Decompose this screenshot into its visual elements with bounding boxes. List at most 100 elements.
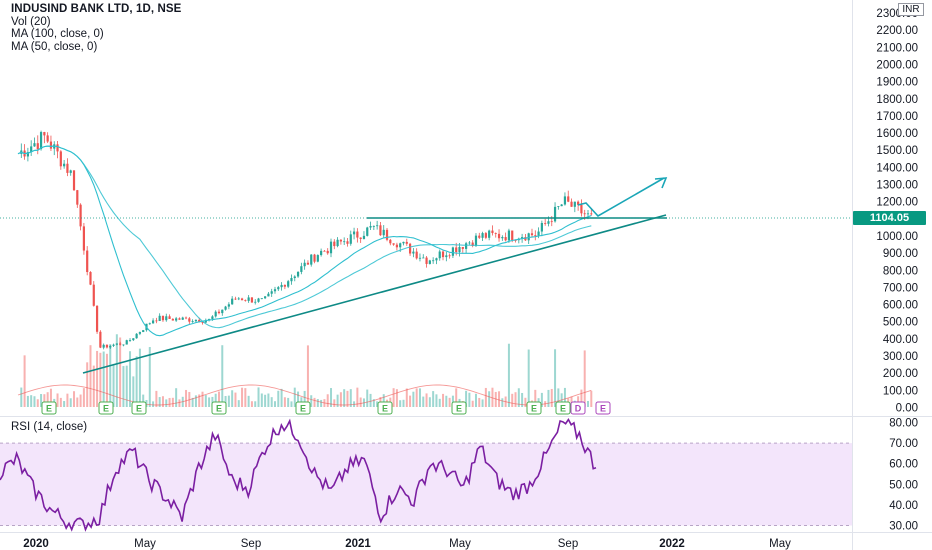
dividend-marker[interactable]: D (570, 401, 586, 415)
candle (339, 239, 342, 242)
volume-bar (412, 391, 415, 407)
earnings-marker[interactable]: E (555, 401, 571, 415)
volume-bar (422, 396, 425, 407)
candle (544, 222, 547, 224)
candle (76, 190, 79, 205)
volume-bar (260, 393, 263, 407)
marker-label: E (103, 404, 109, 414)
volume-bar (415, 388, 418, 407)
volume-bar (326, 394, 329, 407)
earnings-marker[interactable]: E (41, 401, 57, 415)
candle (366, 227, 369, 236)
candle (79, 204, 82, 227)
candle (586, 213, 590, 215)
time-axis-label: May (769, 538, 791, 550)
earnings-marker[interactable]: E (131, 401, 147, 415)
ma50-indicator-label[interactable]: MA (50, close, 0) (11, 40, 98, 53)
candle (418, 257, 422, 259)
volume-bar (554, 349, 557, 407)
earnings-marker[interactable]: E (377, 401, 393, 415)
candle (415, 251, 418, 259)
rsi-tick-label: 70.00 (889, 438, 918, 450)
candle (247, 297, 250, 301)
candle (277, 287, 280, 290)
volume-bar (587, 400, 590, 407)
price-tick-label: 0.00 (896, 403, 918, 415)
candle (557, 206, 560, 207)
candle (534, 235, 537, 236)
volume-bar (349, 389, 352, 407)
candle (333, 241, 336, 247)
price-tick-label: 1500.00 (876, 145, 918, 157)
candle (438, 251, 441, 259)
candle (382, 229, 385, 236)
symbol-title[interactable]: INDUSIND BANK LTD, 1D, NSE (11, 3, 182, 15)
candle (125, 340, 128, 345)
volume-bar (333, 399, 336, 407)
candle (49, 141, 53, 149)
candle (471, 242, 474, 246)
volume-bar (339, 392, 342, 407)
candle (563, 196, 567, 205)
volume-bar (550, 388, 553, 407)
candle (128, 340, 132, 341)
earnings-marker[interactable]: E (451, 401, 467, 415)
volume-bar (330, 388, 333, 407)
volume-bar (474, 393, 477, 407)
volume-bar (270, 397, 273, 407)
volume-bar (405, 388, 408, 407)
volume-bar (290, 401, 293, 407)
rsi-indicator-label[interactable]: RSI (14, close) (11, 421, 88, 433)
arrow-head-icon (654, 177, 668, 189)
ma100-indicator-label[interactable]: MA (100, close, 0) (11, 28, 104, 40)
candle (39, 132, 43, 150)
earnings-marker[interactable]: E (595, 401, 611, 415)
earnings-marker[interactable]: E (526, 401, 542, 415)
volume-bar (194, 395, 197, 407)
rsi-line (0, 417, 597, 532)
candle (553, 206, 557, 222)
volume-bar (56, 393, 59, 407)
candle (191, 321, 194, 323)
currency-label[interactable]: INR (898, 3, 924, 16)
earnings-marker[interactable]: E (211, 401, 227, 415)
volume-bar (481, 399, 484, 407)
earnings-marker[interactable]: E (295, 401, 311, 415)
earnings-marker[interactable]: E (98, 401, 114, 415)
rsi-tick-label: 30.00 (889, 521, 918, 533)
volume-bar (425, 393, 428, 407)
candle (181, 317, 184, 320)
volume-bar (23, 355, 26, 407)
volume-bar (152, 401, 155, 407)
candle (455, 247, 458, 253)
volume-bar (580, 389, 583, 407)
candle (385, 229, 389, 240)
volume-bar (471, 400, 474, 407)
candle (109, 345, 112, 348)
volume-bar (119, 337, 122, 407)
volume-bar (191, 397, 194, 407)
volume-bar (455, 388, 458, 407)
volume-bar (465, 390, 468, 407)
volume-bar (428, 397, 431, 407)
candle (346, 241, 349, 244)
volume-indicator-label[interactable]: Vol (20) (11, 15, 51, 28)
volume-bar (244, 388, 247, 407)
volume-bar (69, 398, 72, 407)
price-tick-label: 2100.00 (876, 42, 918, 54)
time-axis-label: May (134, 538, 156, 550)
marker-label: E (46, 404, 52, 414)
candle (425, 257, 428, 264)
candle (234, 298, 237, 300)
candle (250, 297, 254, 303)
candle (198, 319, 201, 323)
candle (188, 318, 191, 322)
volume-bar (227, 395, 230, 407)
volume-bar (547, 389, 550, 407)
candle (26, 152, 29, 157)
candle (445, 255, 448, 258)
marker-label: E (560, 404, 566, 414)
volume-bar (392, 388, 395, 407)
